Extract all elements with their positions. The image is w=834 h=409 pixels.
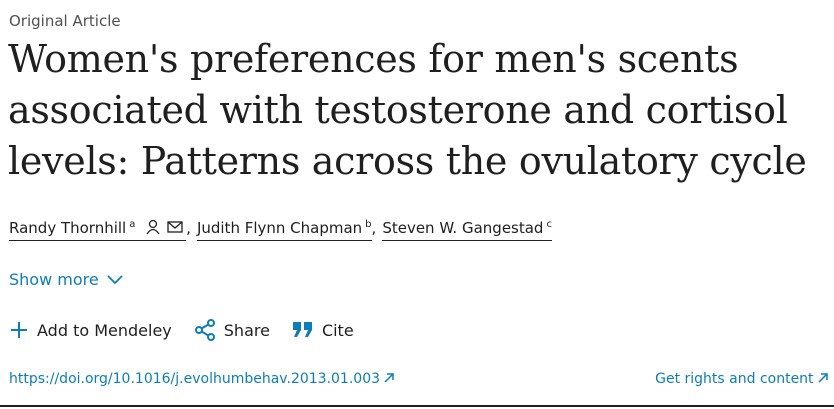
- author-name: Steven W. Gangestad: [382, 219, 544, 237]
- doi-text: https://doi.org/10.1016/j.evolhumbehav.2…: [9, 371, 381, 387]
- contact-icons: [146, 219, 183, 235]
- action-bar: Add to Mendeley Share Cite: [9, 319, 376, 341]
- author[interactable]: Steven W. Gangestad c: [382, 219, 552, 241]
- rights-link[interactable]: Get rights and content: [655, 371, 828, 387]
- affiliation: b: [365, 219, 372, 230]
- author-list: Randy Thornhill a , Judith Flynn Chapman b…: [9, 219, 552, 241]
- share-button[interactable]: Share: [194, 319, 270, 341]
- author[interactable]: Judith Flynn Chapman b: [196, 219, 372, 241]
- rights-text: Get rights and content: [655, 371, 814, 387]
- show-more[interactable]: Show more: [9, 270, 123, 289]
- separator: ,: [371, 219, 377, 237]
- action-label: Cite: [321, 320, 354, 340]
- doi-link[interactable]: https://doi.org/10.1016/j.evolhumbehav.2…: [9, 371, 395, 387]
- author-name: Randy Thornhill: [9, 219, 127, 237]
- mendeley-button[interactable]: Add to Mendeley: [9, 320, 172, 340]
- article-type: Original Article: [9, 12, 121, 30]
- divider: [0, 405, 834, 407]
- author-name: Judith Flynn Chapman: [196, 219, 363, 237]
- external-icon: [818, 373, 828, 383]
- affiliation: c: [546, 219, 552, 230]
- quote-icon: [292, 322, 312, 337]
- share-icon: [194, 319, 215, 341]
- external-icon: [384, 373, 395, 383]
- action-label: Share: [223, 320, 270, 340]
- cite-button[interactable]: Cite: [292, 321, 354, 340]
- article-title: Women's preferences for men's scents ass…: [8, 37, 807, 183]
- show-more-text: Show more: [9, 270, 99, 289]
- action-label: Add to Mendeley: [37, 320, 172, 340]
- separator: ,: [186, 219, 191, 237]
- plus-icon: [11, 322, 27, 338]
- chevron-icon: [107, 274, 123, 284]
- affiliation: a: [129, 219, 136, 230]
- author[interactable]: Randy Thornhill a: [9, 219, 187, 241]
